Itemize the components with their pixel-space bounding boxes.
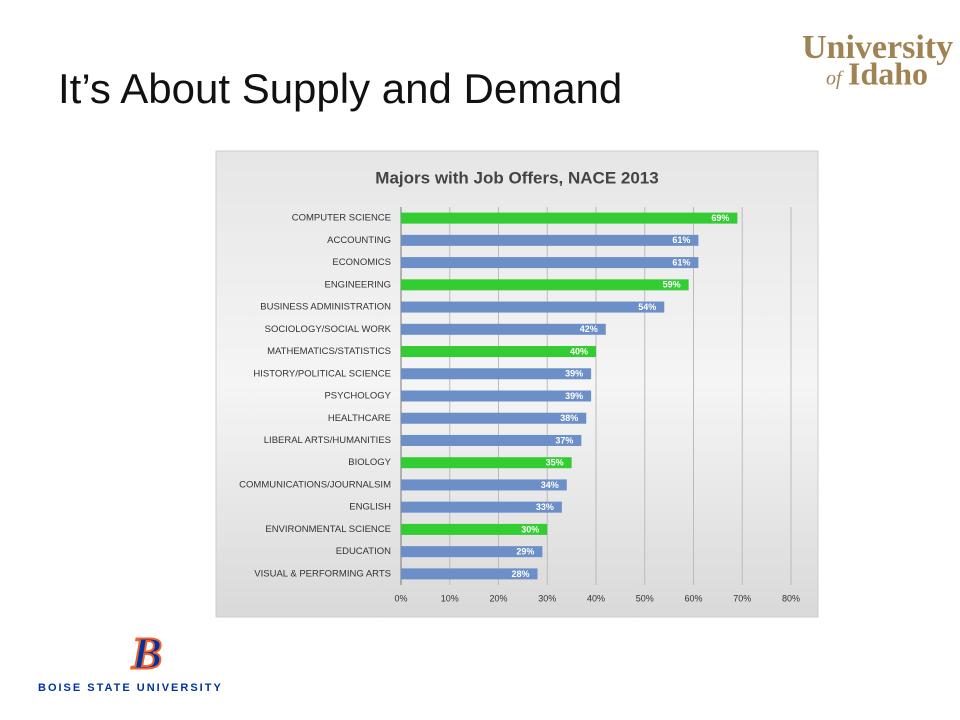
- chart-panel: [215, 150, 819, 618]
- logo-bottom-text: BOISE STATE UNIVERSITY: [38, 682, 223, 694]
- value-label: 38%: [560, 413, 578, 423]
- x-tick-label: 50%: [636, 593, 654, 603]
- x-tick-label: 40%: [587, 593, 605, 603]
- value-label: 29%: [516, 547, 534, 557]
- value-label: 37%: [555, 435, 573, 445]
- plot: 0% 10% 20% 30% 40% 50% 60% 70% 80% COMPUTER SCIEN…: [239, 207, 800, 603]
- bar: [401, 279, 689, 291]
- x-tick-label: 10%: [441, 593, 459, 603]
- value-label: 61%: [672, 257, 690, 267]
- bar: [401, 479, 567, 491]
- y-tick-label: BUSINESS ADMINISTRATION: [260, 302, 391, 313]
- bar: [401, 257, 699, 269]
- y-tick-label: COMPUTER SCIENCE: [292, 213, 391, 224]
- logo-line2: Idaho: [848, 55, 928, 91]
- x-tick-label: 20%: [489, 593, 507, 603]
- bar: [401, 301, 665, 313]
- bar: [401, 501, 562, 513]
- x-tick-label: 0%: [394, 593, 407, 603]
- value-label: 61%: [672, 235, 690, 245]
- y-tick-label: SOCIOLOGY/SOCIAL WORK: [265, 324, 392, 335]
- value-label: 42%: [580, 324, 598, 334]
- bar: [401, 546, 543, 558]
- bar: [401, 346, 596, 358]
- value-label: 35%: [546, 458, 564, 468]
- bar: [401, 212, 738, 224]
- x-tick-label: 30%: [538, 593, 556, 603]
- bar: [401, 568, 538, 580]
- y-tick-label: ECONOMICS: [332, 257, 391, 268]
- y-tick-label: MATHEMATICS/STATISTICS: [267, 346, 391, 357]
- y-tick-label: VISUAL & PERFORMING ARTS: [254, 568, 391, 579]
- bar: [401, 523, 548, 535]
- y-tick-label: ENGINEERING: [324, 279, 391, 290]
- value-label: 54%: [638, 302, 656, 312]
- bar: [401, 234, 699, 246]
- x-tick-label: 80%: [782, 593, 800, 603]
- y-tick-label: HISTORY/POLITICAL SCIENCE: [253, 368, 391, 379]
- bar: [401, 323, 606, 335]
- bar: [401, 434, 582, 446]
- logo-b: B: [131, 628, 163, 679]
- value-label: 28%: [511, 569, 529, 579]
- y-tick-label: HEALTHCARE: [328, 413, 391, 424]
- y-tick-label: LIBERAL ARTS/HUMANITIES: [264, 435, 391, 446]
- bar: [401, 368, 592, 380]
- y-tick-label: PSYCHOLOGY: [324, 391, 391, 402]
- x-tick-label: 70%: [733, 593, 751, 603]
- chart-title: Majors with Job Offers, NACE 2013: [375, 168, 658, 187]
- y-tick-label: ENVIRONMENTAL SCIENCE: [265, 524, 391, 535]
- bar: [401, 457, 572, 469]
- bar: [401, 390, 592, 402]
- logo-line1: University: [802, 29, 953, 66]
- value-label: 33%: [536, 502, 554, 512]
- slide-title: It’s About Supply and Demand: [58, 65, 622, 112]
- bar: [401, 412, 587, 424]
- value-label: 59%: [663, 280, 681, 290]
- value-label: 34%: [541, 480, 559, 490]
- x-tick-label: 60%: [684, 593, 702, 603]
- y-tick-label: ENGLISH: [349, 502, 391, 513]
- y-tick-label: ACCOUNTING: [327, 235, 391, 246]
- y-tick-label: EDUCATION: [336, 546, 391, 557]
- y-tick-label: BIOLOGY: [348, 457, 391, 468]
- value-label: 39%: [565, 391, 583, 401]
- logo-of: of: [826, 68, 844, 90]
- value-label: 69%: [711, 213, 729, 223]
- value-label: 39%: [565, 369, 583, 379]
- value-label: 30%: [521, 524, 539, 534]
- value-label: 40%: [570, 346, 588, 356]
- y-tick-label: COMMUNICATIONS/JOURNALSIM: [239, 479, 391, 490]
